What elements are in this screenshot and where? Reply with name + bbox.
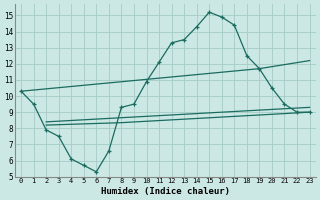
X-axis label: Humidex (Indice chaleur): Humidex (Indice chaleur): [101, 187, 230, 196]
